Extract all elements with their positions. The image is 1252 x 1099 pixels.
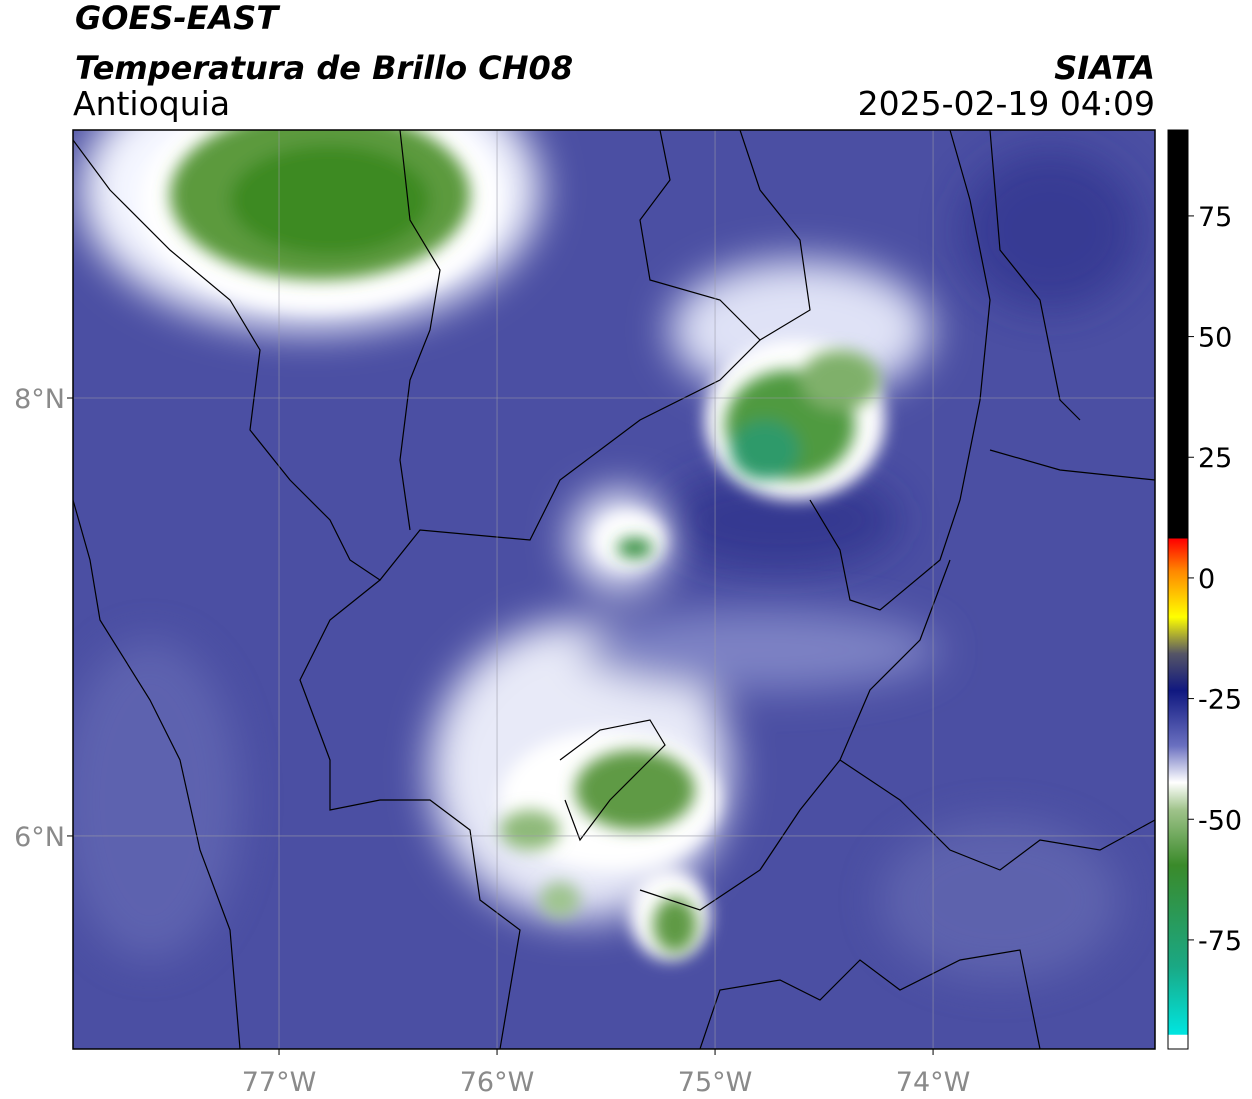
x-tick-label: 74°W [896, 1067, 971, 1098]
x-tick-label: 76°W [460, 1067, 535, 1098]
subtitle: Temperatura de Brillo CH08 [75, 49, 573, 87]
gridlines [73, 130, 1155, 1049]
map-frame [72, 129, 1156, 1050]
y-tick-label: 6°N [14, 822, 65, 853]
x-tick-label: 77°W [242, 1067, 317, 1098]
datetime: 2025-02-19 04:09 [858, 84, 1155, 123]
colorbar-tick-label: 25 [1198, 443, 1232, 474]
y-tick-label: 8°N [14, 384, 65, 415]
colorbar-tick-label: -25 [1198, 685, 1242, 716]
x-tick-label: 75°W [678, 1067, 753, 1098]
colorbar-tick-label: 0 [1198, 564, 1215, 595]
title: GOES-EAST [75, 0, 280, 37]
colorbar-tick-label: -50 [1198, 805, 1242, 836]
source: SIATA [1054, 49, 1155, 87]
colorbar-tick-label: 50 [1198, 323, 1232, 354]
colorbar-tick-label: 75 [1198, 202, 1232, 233]
colorbar-tick-label: -75 [1198, 926, 1242, 957]
map-image [73, 130, 1155, 1049]
colorbar [1167, 129, 1189, 1050]
region: Antioquia [73, 84, 230, 123]
